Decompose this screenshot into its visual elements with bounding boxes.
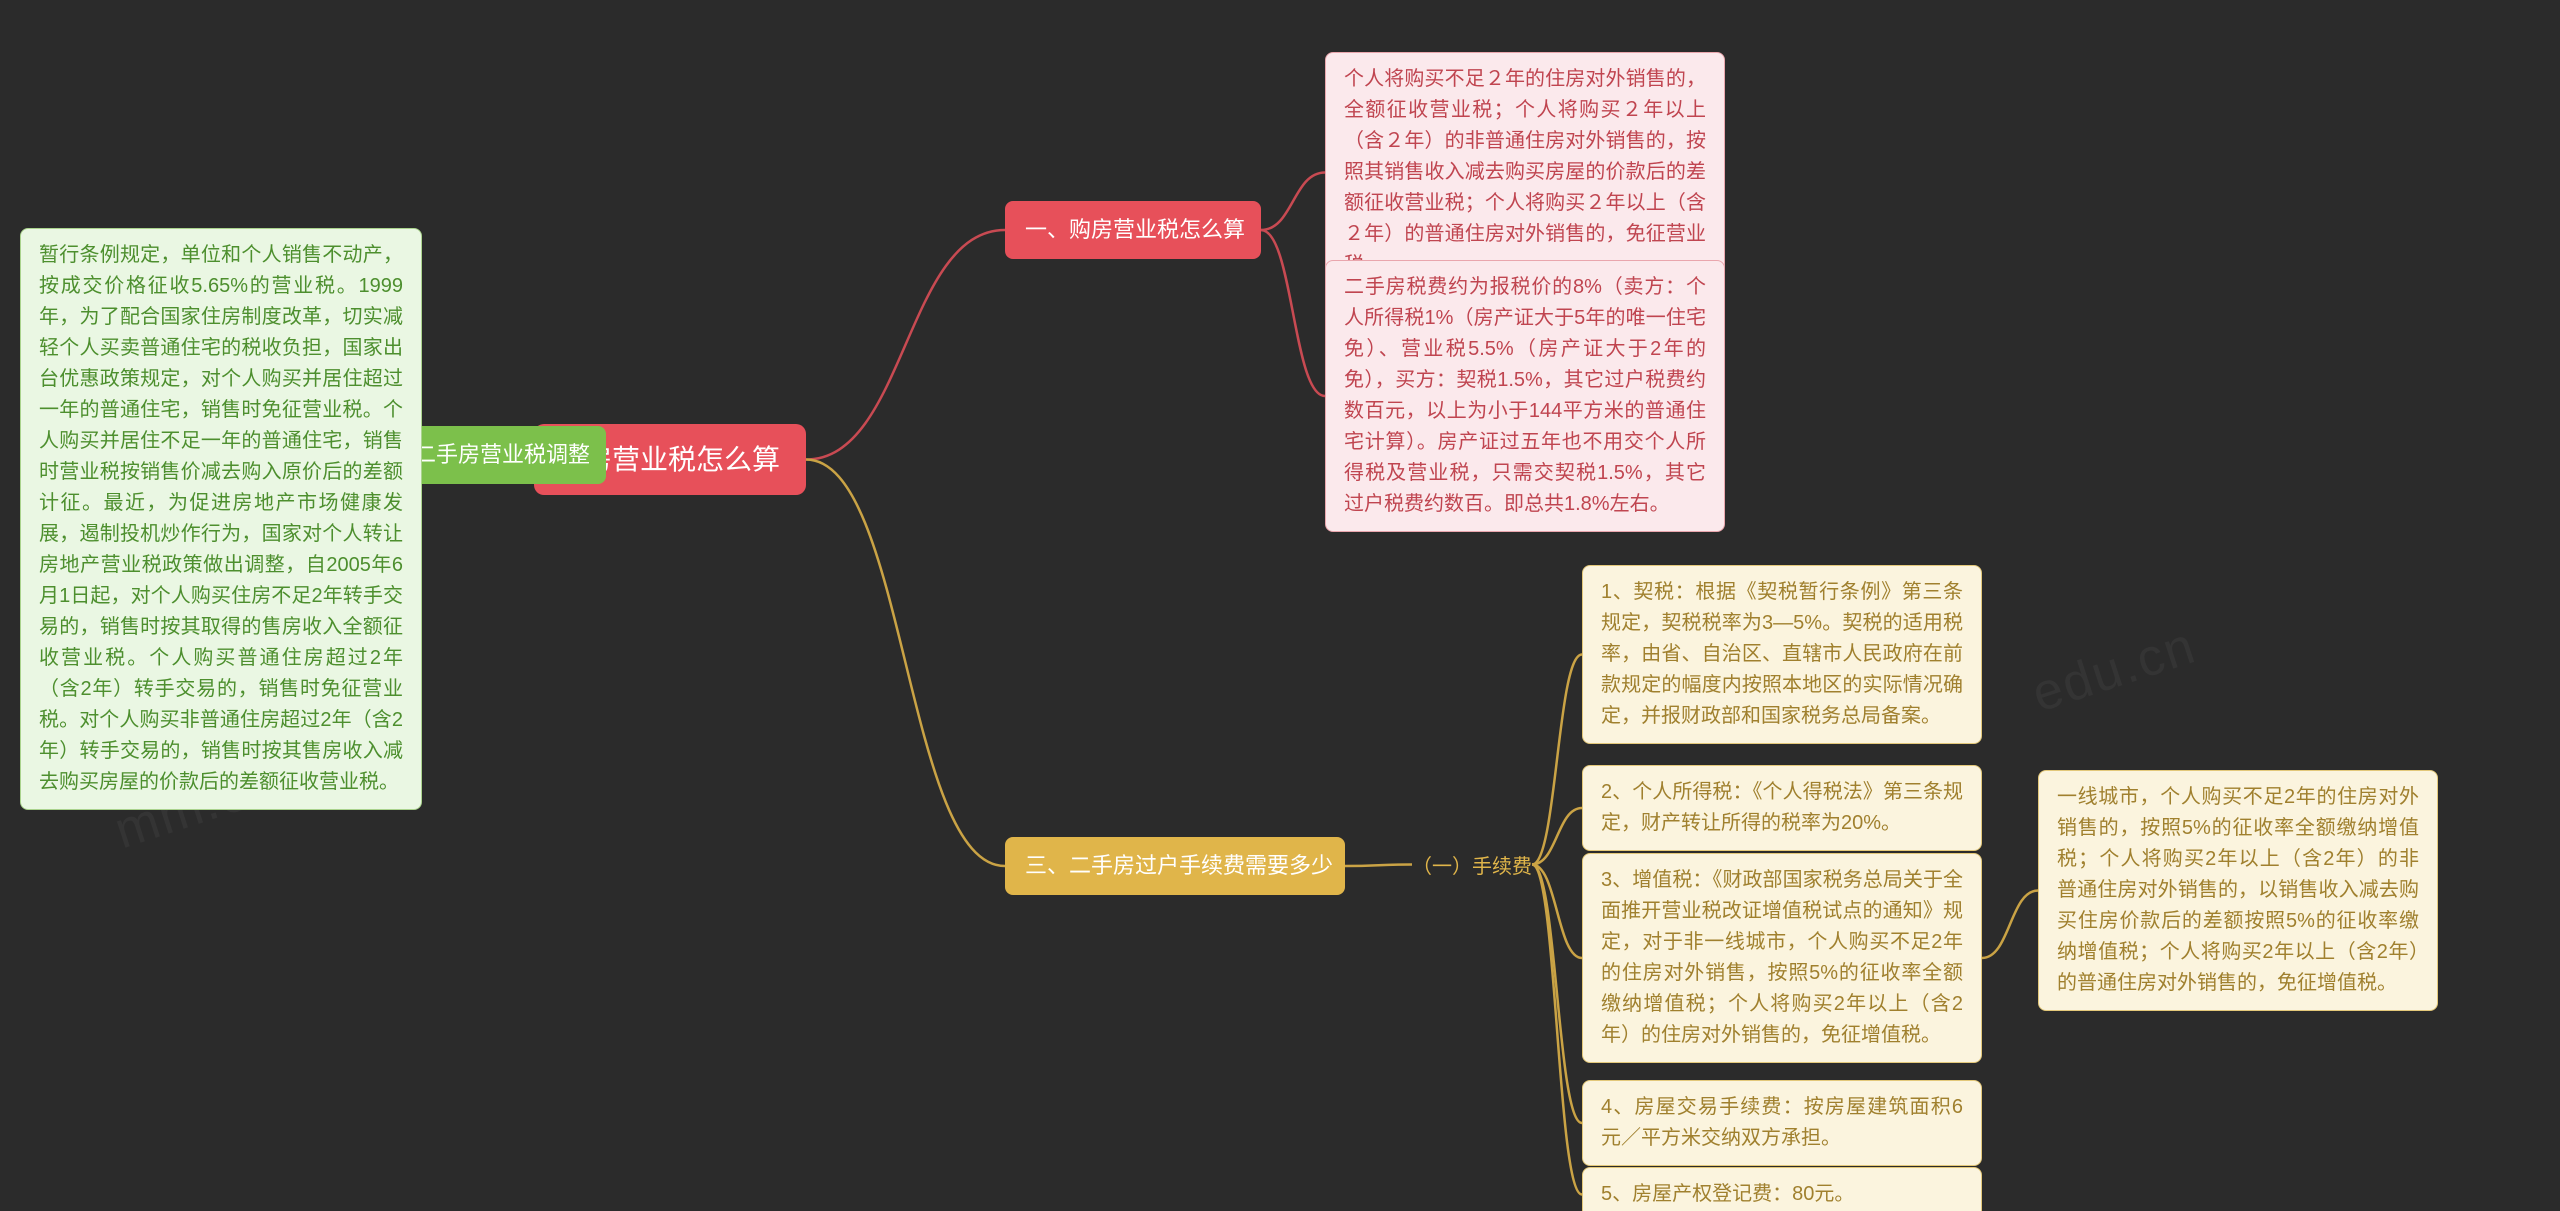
leaf-node: 二手房税费约为报税价的8%（卖方：个人所得税1%（房产证大于5年的唯一住宅免）、… — [1325, 260, 1725, 532]
branch3-sublabel: （一）手续费 — [1412, 850, 1532, 879]
leaf-node: 1、契税：根据《契税暂行条例》第三条规定，契税税率为3—5%。契税的适用税率，由… — [1582, 565, 1982, 744]
leaf-node: 个人将购买不足２年的住房对外销售的，全额征收营业税；个人将购买２年以上（含２年）… — [1325, 52, 1725, 293]
branch-node-3: 三、二手房过户手续费需要多少 — [1005, 837, 1345, 895]
leaf-node: 2、个人所得税：《个人得税法》第三条规定，财产转让所得的税率为20%。 — [1582, 765, 1982, 851]
leaf-node: 3、增值税：《财政部国家税务总局关于全面推开营业税改证增值税试点的通知》规定，对… — [1582, 853, 1982, 1063]
branch-node-1: 一、购房营业税怎么算 — [1005, 201, 1261, 259]
leaf-node: 暂行条例规定，单位和个人销售不动产，按成交价格征收5.65%的营业税。1999年… — [20, 228, 422, 810]
leaf-node: 5、房屋产权登记费：80元。 — [1582, 1167, 1982, 1211]
leaf-node-extra: 一线城市，个人购买不足2年的住房对外销售的，按照5%的征收率全额缴纳增值税；个人… — [2038, 770, 2438, 1011]
leaf-node: 4、房屋交易手续费：按房屋建筑面积6元／平方米交纳双方承担。 — [1582, 1080, 1982, 1166]
watermark: edu.cn — [2025, 615, 2203, 724]
